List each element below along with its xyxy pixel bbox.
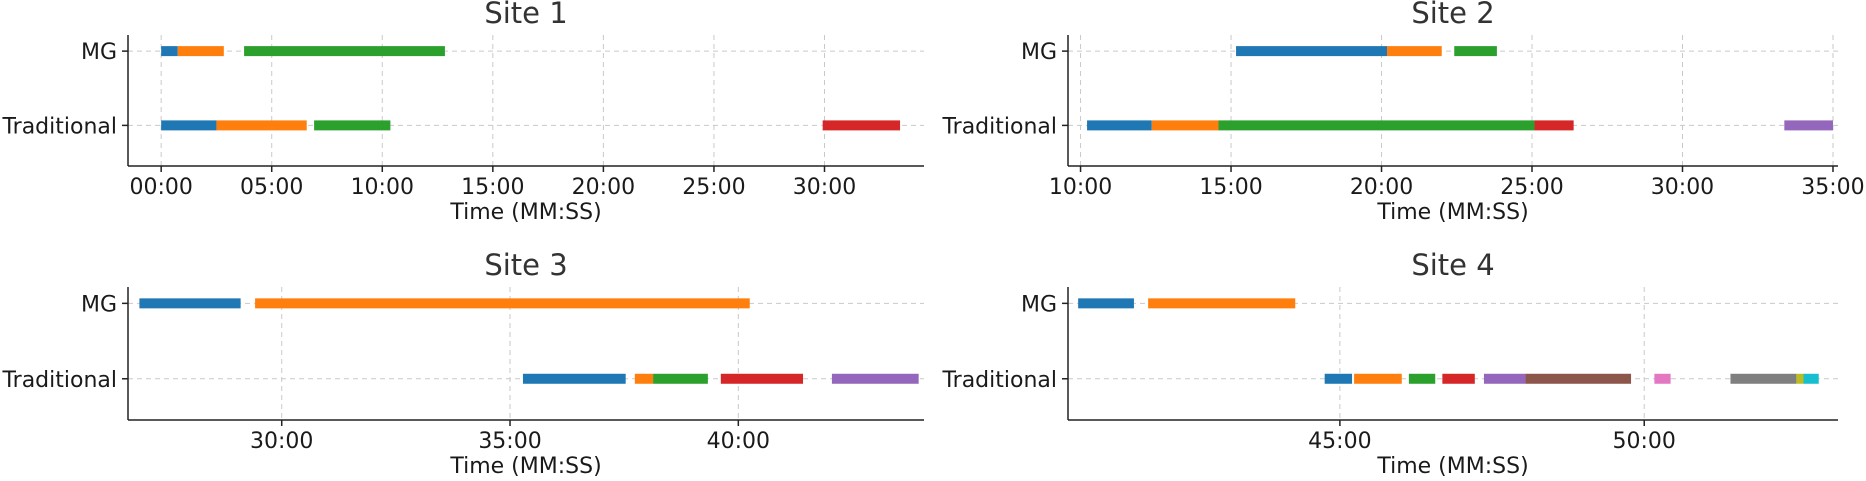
segment-bar-traditional-2 xyxy=(1151,120,1219,131)
y-tick-label: Traditional xyxy=(941,368,1057,393)
segment-bar-traditional-8 xyxy=(1730,373,1797,384)
segment-bar-traditional-5 xyxy=(831,373,919,384)
x-tick-label: 25:00 xyxy=(682,175,745,200)
y-tick-label: MG xyxy=(81,292,117,317)
segment-bar-traditional-4 xyxy=(720,373,804,384)
segment-bar-traditional-6 xyxy=(1525,373,1632,384)
segment-bar-traditional-1 xyxy=(1087,120,1152,131)
x-tick-label: 15:00 xyxy=(1199,175,1262,200)
segment-bar-traditional-1 xyxy=(161,120,217,131)
x-tick-label: 30:00 xyxy=(250,429,313,454)
chart-panel-1: MG Traditional 00:00 05:00 10:00 15:00 20:00 25… xyxy=(1,0,924,225)
x-tick-label: 10:00 xyxy=(351,175,414,200)
x-tick-label: 45:00 xyxy=(1308,429,1371,454)
segment-bar-mg-3 xyxy=(1454,46,1497,57)
segment-bar-traditional-9 xyxy=(1796,373,1804,384)
x-axis-label: Time (MM:SS) xyxy=(449,200,601,225)
chart-panel-3: MG Traditional 30:00 35:00 40:00 Site 3 Time (… xyxy=(1,248,924,479)
segment-bar-traditional-2 xyxy=(1354,373,1402,384)
segment-bar-traditional-3 xyxy=(1408,373,1436,384)
x-axis-label: Time (MM:SS) xyxy=(449,454,601,479)
x-tick-label: 35:00 xyxy=(478,429,541,454)
segment-bar-traditional-1 xyxy=(522,373,626,384)
x-tick-label: 20:00 xyxy=(572,175,635,200)
x-tick-label: 30:00 xyxy=(1651,175,1714,200)
segment-bar-traditional-4 xyxy=(822,120,901,131)
segment-bar-mg-1 xyxy=(1078,298,1134,309)
x-tick-label: 50:00 xyxy=(1613,429,1676,454)
y-tick-label: MG xyxy=(81,40,117,65)
chart-panel-2: MG Traditional 10:00 15:00 20:00 25:00 30:00 35… xyxy=(941,0,1864,225)
x-tick-label: 35:00 xyxy=(1801,175,1864,200)
chart-title: Site 4 xyxy=(1411,248,1494,282)
segment-bar-traditional-4 xyxy=(1534,120,1574,131)
x-axis-label: Time (MM:SS) xyxy=(1376,200,1528,225)
x-tick-label: 40:00 xyxy=(707,429,770,454)
segment-bar-traditional-3 xyxy=(314,120,391,131)
y-tick-label: MG xyxy=(1021,40,1057,65)
segment-bar-traditional-3 xyxy=(1218,120,1535,131)
segment-bar-traditional-5 xyxy=(1784,120,1833,131)
segment-bar-mg-1 xyxy=(161,46,178,57)
x-axis-label: Time (MM:SS) xyxy=(1376,454,1528,479)
segment-bar-mg-3 xyxy=(244,46,445,57)
x-tick-label: 05:00 xyxy=(240,175,303,200)
segment-bar-traditional-4 xyxy=(1442,373,1475,384)
y-tick-label: Traditional xyxy=(941,114,1057,139)
x-tick-label: 10:00 xyxy=(1049,175,1112,200)
segment-bar-traditional-2 xyxy=(634,373,654,384)
segment-bar-traditional-2 xyxy=(216,120,307,131)
x-tick-label: 25:00 xyxy=(1500,175,1563,200)
segment-bar-traditional-3 xyxy=(653,373,708,384)
x-tick-label: 00:00 xyxy=(129,175,192,200)
x-tick-label: 15:00 xyxy=(461,175,524,200)
y-tick-label: MG xyxy=(1021,292,1057,317)
x-tick-label: 30:00 xyxy=(793,175,856,200)
segment-bar-mg-2 xyxy=(1387,46,1442,57)
y-tick-label: Traditional xyxy=(1,368,117,393)
y-tick-label: Traditional xyxy=(1,114,117,139)
chart-title: Site 3 xyxy=(484,248,567,282)
segment-bar-mg-2 xyxy=(1148,298,1296,309)
segment-bar-traditional-10 xyxy=(1803,373,1819,384)
segment-bar-mg-2 xyxy=(177,46,224,57)
segment-bar-traditional-5 xyxy=(1483,373,1526,384)
segment-bar-mg-1 xyxy=(139,298,241,309)
chart-panel-4: MG Traditional 45:00 50:00 Site 4 Time (MM:SS… xyxy=(941,248,1838,479)
segment-bar-traditional-7 xyxy=(1654,373,1671,384)
segment-bar-mg-2 xyxy=(255,298,750,309)
x-tick-label: 20:00 xyxy=(1350,175,1413,200)
segment-bar-traditional-1 xyxy=(1324,373,1353,384)
segment-bar-mg-1 xyxy=(1236,46,1388,57)
chart-title: Site 2 xyxy=(1411,0,1494,30)
chart-title: Site 1 xyxy=(484,0,567,30)
